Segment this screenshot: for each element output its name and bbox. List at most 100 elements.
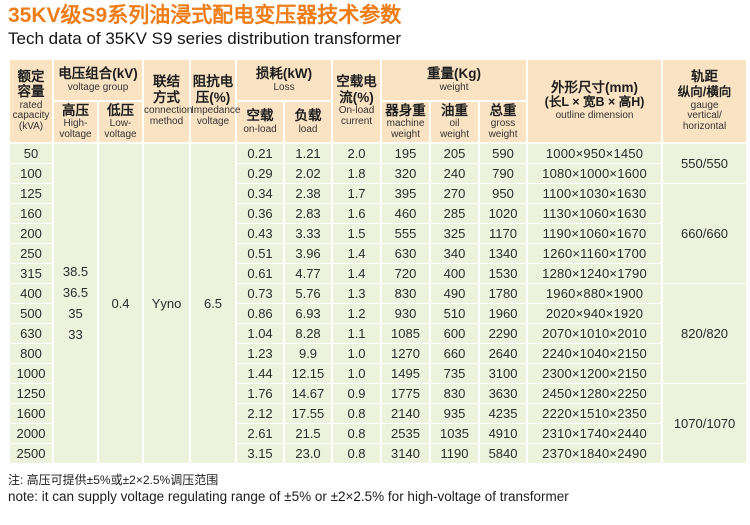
cell-noload-loss: 1.76: [235, 382, 286, 404]
cell-gross-weight: 590: [478, 142, 529, 164]
cell-noload-loss: 2.61: [235, 422, 286, 444]
cell-outline-dimension: 2450×1280×2250: [526, 382, 664, 404]
cell-rated-capacity: 2000: [8, 422, 54, 444]
header-connection-method: 联结 方式 connection method: [142, 57, 192, 144]
cell-oil-weight: 600: [429, 322, 481, 344]
cell-gauge: 550/550: [661, 142, 749, 184]
cell-load-loss: 3.33: [283, 222, 334, 244]
cell-machine-weight: 395: [380, 182, 432, 204]
cell-noload-current: 0.8: [331, 402, 383, 424]
cell-machine-weight: 930: [380, 302, 432, 324]
header-gross-weight: 总重 gross weight: [478, 99, 529, 144]
cell-oil-weight: 660: [429, 342, 481, 364]
table-row: 630 1.04 8.28 1.1 1085 600 2290 2070×1010×2010: [8, 322, 747, 344]
header-weight: 重量(Kg) weight: [380, 57, 529, 102]
cell-rated-capacity: 200: [8, 222, 54, 244]
cell-high-voltage-values: 38.5 36.5 35 33: [52, 142, 99, 464]
cell-outline-dimension: 2310×1740×2440: [526, 422, 664, 444]
cell-noload-loss: 0.34: [235, 182, 286, 204]
cell-machine-weight: 2535: [380, 422, 432, 444]
cell-machine-weight: 1270: [380, 342, 432, 364]
table-body: 50 38.5 36.5 35 33 0.4 Yyno 6.5 0.21 1.21 2.0 195 20…: [8, 142, 749, 464]
cell-machine-weight: 3140: [380, 442, 432, 464]
cell-noload-loss: 0.43: [235, 222, 286, 244]
cell-oil-weight: 935: [429, 402, 481, 424]
cell-gross-weight: 950: [478, 182, 529, 204]
cell-noload-current: 1.8: [331, 162, 383, 184]
cell-noload-loss: 0.29: [235, 162, 286, 184]
cell-gross-weight: 1780: [478, 282, 529, 304]
cell-load-loss: 21.5: [283, 422, 334, 444]
cell-load-loss: 2.83: [283, 202, 334, 224]
cell-oil-weight: 490: [429, 282, 481, 304]
note-chinese: 注: 高压可提供±5%或±2×2.5%调压范围: [8, 472, 219, 487]
cell-gross-weight: 1340: [478, 242, 529, 264]
header-high-voltage: 高压 High- voltage: [52, 99, 99, 144]
cell-load-loss: 9.9: [283, 342, 334, 364]
table-row: 200 0.43 3.33 1.5 555 325 1170 1190×1060×1670: [8, 222, 747, 244]
table-row: 400 0.73 5.76 1.3 830 490 1780 1960×880×1900 820…: [8, 282, 749, 384]
cell-noload-current: 1.5: [331, 222, 383, 244]
cell-noload-loss: 0.73: [235, 282, 286, 304]
cell-noload-current: 1.6: [331, 202, 383, 224]
cell-noload-current: 1.0: [331, 342, 383, 364]
cell-gross-weight: 3100: [478, 362, 529, 384]
cell-noload-current: 1.2: [331, 302, 383, 324]
cell-gauge: 660/660: [661, 182, 749, 284]
cell-gross-weight: 1020: [478, 202, 529, 224]
cell-load-loss: 17.55: [283, 402, 334, 424]
cell-noload-loss: 1.44: [235, 362, 286, 384]
cell-outline-dimension: 2020×940×1920: [526, 302, 664, 324]
header-rated-capacity: 额定 容量 rated capacity (kVA): [8, 57, 54, 144]
cell-noload-loss: 2.12: [235, 402, 286, 424]
cell-noload-loss: 0.61: [235, 262, 286, 284]
cell-oil-weight: 325: [429, 222, 481, 244]
cell-outline-dimension: 2300×1200×2150: [526, 362, 664, 384]
cell-noload-loss: 0.51: [235, 242, 286, 264]
cell-noload-current: 0.8: [331, 442, 383, 464]
high-voltage-value: 38.5: [62, 264, 89, 280]
cell-load-loss: 8.28: [283, 322, 334, 344]
cell-oil-weight: 340: [429, 242, 481, 264]
cell-oil-weight: 240: [429, 162, 481, 184]
header-gauge: 轨距 纵向/横向 gauge vertical/ horizontal: [661, 57, 749, 144]
cell-gross-weight: 1170: [478, 222, 529, 244]
cell-load-loss: 14.67: [283, 382, 334, 404]
cell-noload-current: 1.4: [331, 262, 383, 284]
cell-noload-current: 0.9: [331, 382, 383, 404]
cell-rated-capacity: 125: [8, 182, 54, 204]
cell-machine-weight: 320: [380, 162, 432, 184]
cell-outline-dimension: 1190×1060×1670: [526, 222, 664, 244]
cell-gauge: 820/820: [661, 282, 749, 384]
footnotes: 注: 高压可提供±5%或±2×2.5%调压范围 note: it can sup…: [8, 473, 742, 506]
cell-rated-capacity: 1250: [8, 382, 54, 404]
header-low-voltage: 低压 Low- voltage: [96, 99, 145, 144]
cell-oil-weight: 400: [429, 262, 481, 284]
cell-machine-weight: 195: [380, 142, 432, 164]
cell-machine-weight: 1085: [380, 322, 432, 344]
page-title: 35KV级S9系列油浸式配电变压器技术参数: [8, 4, 402, 27]
cell-outline-dimension: 1130×1060×1630: [526, 202, 664, 224]
cell-gross-weight: 790: [478, 162, 529, 184]
cell-noload-current: 2.0: [331, 142, 383, 164]
cell-load-loss: 5.76: [283, 282, 334, 304]
cell-rated-capacity: 100: [8, 162, 54, 184]
cell-noload-loss: 3.15: [235, 442, 286, 464]
cell-oil-weight: 830: [429, 382, 481, 404]
high-voltage-stack: 38.5 36.5 35 33: [54, 261, 97, 345]
cell-oil-weight: 510: [429, 302, 481, 324]
table-row: 1250 1.76 14.67 0.9 1775 830 3630 2450×1280×225…: [8, 382, 749, 464]
cell-noload-current: 1.1: [331, 322, 383, 344]
header-loss: 损耗(kW) Loss: [235, 57, 334, 102]
header-oil-weight: 油重 oil weight: [429, 99, 481, 144]
cell-rated-capacity: 400: [8, 282, 54, 304]
cell-machine-weight: 630: [380, 242, 432, 264]
spec-table: 额定 容量 rated capacity (kVA) 电压组合(kV) volt…: [8, 57, 749, 464]
cell-rated-capacity: 1600: [8, 402, 54, 424]
cell-rated-capacity: 1000: [8, 362, 54, 384]
header-noload-current: 空载电 流(%) On-load current: [331, 57, 383, 144]
cell-noload-current: 1.7: [331, 182, 383, 204]
page-subtitle: Tech data of 35KV S9 series distribution…: [8, 29, 402, 49]
cell-machine-weight: 2140: [380, 402, 432, 424]
cell-outline-dimension: 1960×880×1900: [526, 282, 664, 304]
